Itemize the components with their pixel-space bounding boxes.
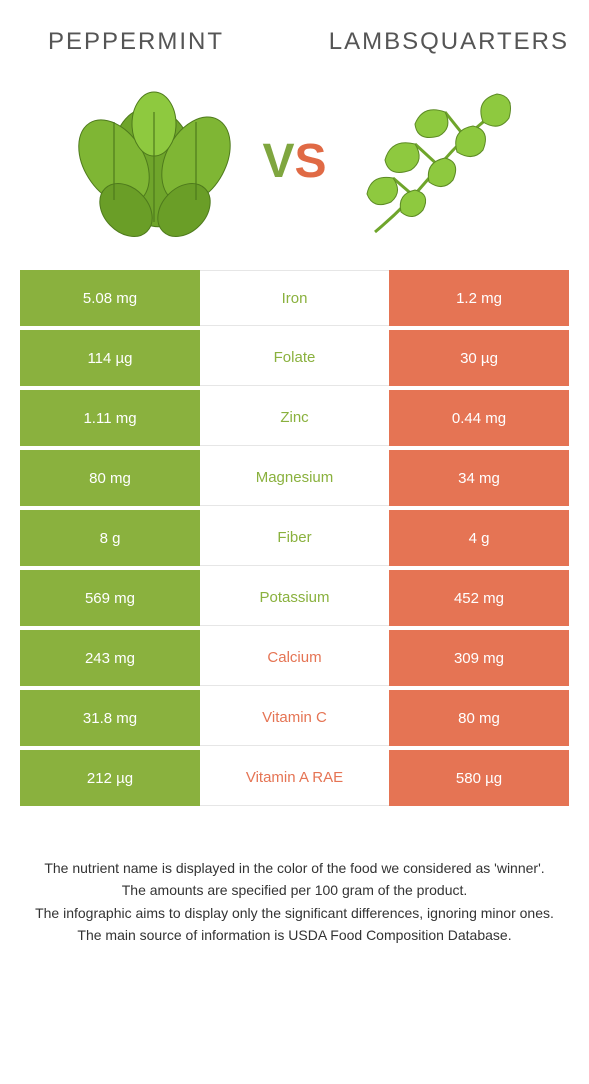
nutrient-label: Vitamin C xyxy=(200,690,389,746)
footer-line-2: The amounts are specified per 100 gram o… xyxy=(30,880,559,900)
vs-v: V xyxy=(262,135,294,188)
nutrient-label: Vitamin A RAE xyxy=(200,750,389,806)
table-row: 8 gFiber4 g xyxy=(20,510,569,566)
table-row: 31.8 mgVitamin C80 mg xyxy=(20,690,569,746)
title-right: LAMBSQUARTERS xyxy=(329,28,569,56)
vs-label: VS xyxy=(262,138,326,186)
value-left: 243 mg xyxy=(20,630,200,686)
value-right: 309 mg xyxy=(389,630,569,686)
header: PEPPERMINT LAMBSQUARTERS xyxy=(0,0,589,64)
value-left: 212 µg xyxy=(20,750,200,806)
value-right: 30 µg xyxy=(389,330,569,386)
table-row: 5.08 mgIron1.2 mg xyxy=(20,270,569,326)
value-right: 580 µg xyxy=(389,750,569,806)
table-row: 212 µgVitamin A RAE580 µg xyxy=(20,750,569,806)
nutrient-label: Folate xyxy=(200,330,389,386)
table-row: 80 mgMagnesium34 mg xyxy=(20,450,569,506)
value-left: 5.08 mg xyxy=(20,270,200,326)
nutrient-label: Fiber xyxy=(200,510,389,566)
table-row: 114 µgFolate30 µg xyxy=(20,330,569,386)
value-left: 8 g xyxy=(20,510,200,566)
value-right: 0.44 mg xyxy=(389,390,569,446)
table-row: 243 mgCalcium309 mg xyxy=(20,630,569,686)
nutrient-label: Zinc xyxy=(200,390,389,446)
title-left: PEPPERMINT xyxy=(48,28,224,56)
table-row: 1.11 mgZinc0.44 mg xyxy=(20,390,569,446)
vs-s: S xyxy=(295,135,327,188)
table-row: 569 mgPotassium452 mg xyxy=(20,570,569,626)
hero: VS xyxy=(0,64,589,270)
nutrient-label: Potassium xyxy=(200,570,389,626)
nutrient-table: 5.08 mgIron1.2 mg114 µgFolate30 µg1.11 m… xyxy=(0,270,589,806)
value-left: 1.11 mg xyxy=(20,390,200,446)
footer-notes: The nutrient name is displayed in the co… xyxy=(0,810,589,945)
footer-line-1: The nutrient name is displayed in the co… xyxy=(30,858,559,878)
value-left: 80 mg xyxy=(20,450,200,506)
nutrient-label: Calcium xyxy=(200,630,389,686)
lambsquarters-image xyxy=(345,82,525,242)
value-right: 80 mg xyxy=(389,690,569,746)
value-right: 34 mg xyxy=(389,450,569,506)
value-right: 452 mg xyxy=(389,570,569,626)
nutrient-label: Iron xyxy=(200,270,389,326)
peppermint-image xyxy=(64,82,244,242)
footer-line-3: The infographic aims to display only the… xyxy=(30,903,559,923)
footer-line-4: The main source of information is USDA F… xyxy=(30,925,559,945)
value-left: 569 mg xyxy=(20,570,200,626)
value-left: 114 µg xyxy=(20,330,200,386)
value-right: 4 g xyxy=(389,510,569,566)
nutrient-label: Magnesium xyxy=(200,450,389,506)
value-right: 1.2 mg xyxy=(389,270,569,326)
value-left: 31.8 mg xyxy=(20,690,200,746)
